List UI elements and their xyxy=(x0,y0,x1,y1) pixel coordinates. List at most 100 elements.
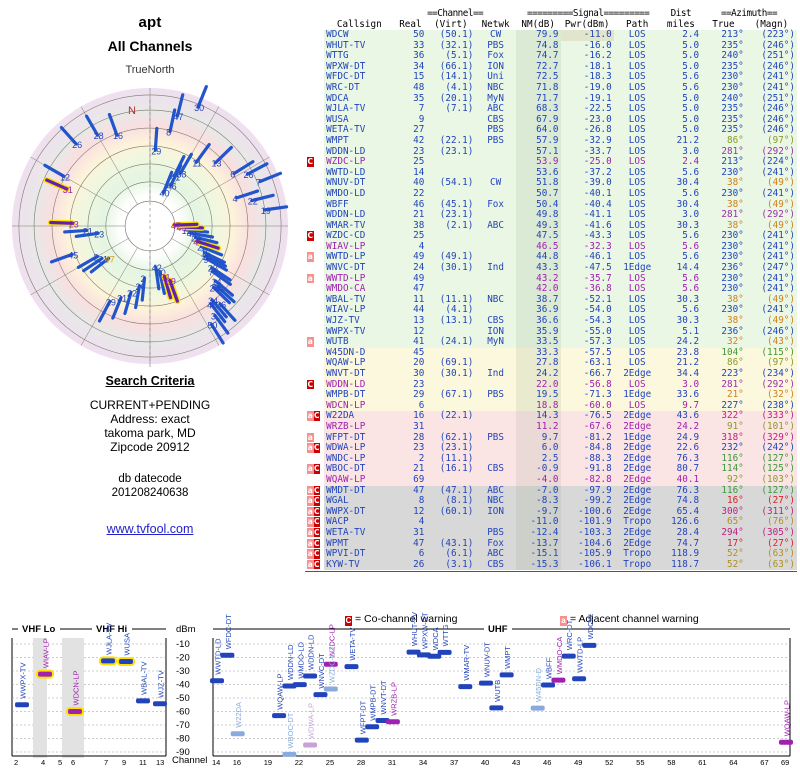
spectrum-bar[interactable] xyxy=(303,742,318,748)
col-nm-db[interactable]: NM(dB) xyxy=(521,19,555,30)
table-row[interactable]: WUSA 9 CBS 67.9 -23.0 LOS 5.0 235° (246°) xyxy=(305,114,797,126)
table-row[interactable]: WDDN-LD 21 (23.1) 49.8 -41.1 LOS 3.0 281° (292°) xyxy=(305,209,797,221)
table-row[interactable]: WNVC-DT 24 (30.1) Ind 43.3 -47.5 1Edge 14.4 236°… xyxy=(305,262,797,274)
true-azimuth-cell: 281° xyxy=(721,209,744,221)
table-row[interactable]: WNUV-DT 40 (54.1) CW 51.8 -39.0 LOS 30.4 38° (49°… xyxy=(305,178,797,189)
spectrum-bar[interactable] xyxy=(551,677,566,683)
spectrum-bar[interactable] xyxy=(68,709,82,714)
col-virt[interactable]: (Virt) xyxy=(434,19,468,30)
spectrum-bar[interactable] xyxy=(292,682,307,688)
table-row[interactable]: WFDC-DT 15 (14.1) Uni 72.5 -18.3 LOS 5.6 230° (24… xyxy=(305,72,797,83)
spectrum-bar[interactable] xyxy=(136,698,150,704)
table-row[interactable]: WWPX-TV 12 ION 35.9 -55.0 LOS 5.1 236° (246°) xyxy=(305,326,797,338)
table-row[interactable]: WJZ-TV 13 (13.1) CBS 36.6 -54.3 LOS 30.3 38° (49°… xyxy=(305,315,797,327)
table-row[interactable]: WNDC-LP 2 (11.1) 2.5 -88.3 2Edge 76.3 116° (127°… xyxy=(305,453,797,465)
table-row[interactable]: WHUT-TV 33 (32.1) PBS 74.8 -16.0 LOS 5.0 235° (24… xyxy=(305,40,797,52)
table-row[interactable]: a WWTD-LP 49 (49.1) 44.8 -46.1 LOS 5.6 230° (241°… xyxy=(305,252,797,264)
spectrum-bar[interactable] xyxy=(344,664,359,670)
col-magn[interactable]: (Magn) xyxy=(754,19,789,30)
spectrum-bar[interactable] xyxy=(101,658,115,664)
table-row[interactable]: WMPT 42 (22.1) PBS 57.9 -32.9 LOS 21.2 86° (97°) xyxy=(305,135,797,147)
spectrum-bar[interactable] xyxy=(406,649,421,655)
table-row[interactable]: WPXW-DT 34 (66.1) ION 72.7 -18.1 LOS 5.0 235° (24… xyxy=(305,60,797,73)
table-row[interactable]: WETA-TV 27 PBS 64.0 -26.8 LOS 5.0 235° (246°) xyxy=(305,125,797,136)
spectrum-bar[interactable] xyxy=(385,719,400,725)
table-row[interactable]: WMDO-CA 47 42.0 -36.8 LOS 5.6 230° (241°) xyxy=(305,284,797,295)
spectrum-bar[interactable] xyxy=(427,653,442,659)
table-row[interactable]: WMDO-LD 22 50.7 -40.1 LOS 5.6 230° (241°) xyxy=(305,188,797,200)
table-row[interactable]: aC W22DA 16 (22.1) 14.3 -76.5 2Edge 43.6 322° (33… xyxy=(305,411,797,422)
table-row[interactable]: a WFPT-DT 28 (62.1) PBS 9.7 -81.2 1Edge 24.9 318°… xyxy=(305,432,797,444)
table-row[interactable]: WMAR-TV 38 (2.1) ABC 49.3 -41.6 LOS 30.3 38° (49°… xyxy=(305,220,797,232)
table-row[interactable]: WMPB-DT 29 (67.1) PBS 19.5 -71.3 1Edge 33.6 21° (… xyxy=(305,390,797,401)
col-path[interactable]: Path xyxy=(625,19,649,30)
table-row[interactable]: aC WPVI-DT 6 (6.1) ABC -15.1 -105.9 Tropo 118.9 5… xyxy=(305,548,797,560)
table-row[interactable]: aC KYW-TV 26 (3.1) CBS -15.3 -106.1 Tropo 118.7 5… xyxy=(305,559,797,571)
col-true[interactable]: True xyxy=(712,19,735,30)
table-row[interactable]: aC WBOC-DT 21 (16.1) CBS -0.9 -91.8 2Edge 80.7 11… xyxy=(305,464,797,475)
spectrum-bar[interactable] xyxy=(220,652,235,658)
spectrum-bar[interactable] xyxy=(541,682,556,688)
table-row[interactable]: WDDN-LD 23 (23.1) 57.1 -33.7 LOS 3.0 281° (292°) xyxy=(305,146,797,158)
table-row[interactable]: WWTD-LD 14 53.6 -37.2 LOS 5.6 230° (241°) xyxy=(305,167,797,179)
table-row[interactable]: WRC-DT 48 (4.1) NBC 71.8 -19.0 LOS 5.6 230° (241°… xyxy=(305,82,797,94)
table-row[interactable]: C WZDC-CD 25 47.5 -43.3 LOS 5.6 230° (241°) xyxy=(305,231,797,242)
spectrum-bar[interactable] xyxy=(313,692,328,698)
table-row[interactable]: WIAV-LP 4 46.5 -32.3 LOS 5.6 230° (241°) xyxy=(305,241,797,253)
table-row[interactable]: aC WGAL 8 (8.1) NBC -8.3 -99.2 2Edge 74.8 16° (27°… xyxy=(305,496,797,507)
spectrum-bar[interactable] xyxy=(478,680,493,686)
spectrum-bar[interactable] xyxy=(582,642,597,648)
spectrum-bar[interactable] xyxy=(365,724,380,730)
table-row[interactable]: WIAV-LP 44 (4.1) 36.9 -54.0 LOS 5.6 230° (241°) xyxy=(305,305,797,317)
table-row[interactable]: aC WETA-TV 31 PBS -12.4 -103.3 2Edge 28.4 294° (3… xyxy=(305,527,797,539)
spectrum-bar[interactable] xyxy=(489,705,504,711)
col-callsign[interactable]: Callsign xyxy=(336,19,382,30)
spectrum-bar[interactable] xyxy=(282,751,297,757)
spectrum-bar[interactable] xyxy=(323,686,338,692)
spectrum-bar[interactable] xyxy=(530,705,545,711)
spectrum-bar[interactable] xyxy=(572,676,587,682)
table-row[interactable]: aC WACP 4 -11.0 -101.9 Tropo 126.6 65° (76°) xyxy=(305,517,797,528)
table-row[interactable]: WDCW 50 (50.1) CW 79.9 -11.0 LOS 2.4 213° (223°) xyxy=(305,29,797,41)
spectrum-bar[interactable] xyxy=(119,659,133,665)
spectrum-bar[interactable] xyxy=(15,702,29,708)
table-row[interactable]: WBAL-TV 11 (11.1) NBC 38.7 -52.1 LOS 30.3 38° (49… xyxy=(305,294,797,306)
col-pwr-dbm[interactable]: Pwr(dBm) xyxy=(564,19,610,30)
spectrum-bar[interactable] xyxy=(354,737,369,743)
table-row[interactable]: WQAW-LP 20 (69.1) 27.8 -63.1 LOS 21.2 86° (97°) xyxy=(305,358,797,369)
table-row[interactable]: WJLA-TV 7 (7.1) ABC 68.3 -22.5 LOS 5.0 235° (246°… xyxy=(305,104,797,115)
spectrum-bar[interactable] xyxy=(779,739,793,745)
table-row[interactable]: aC WPMT 47 (43.1) Fox -13.7 -104.6 2Edge 74.7 17°… xyxy=(305,538,797,550)
table-row[interactable]: W45DN-D 45 33.3 -57.5 LOS 23.8 104° (115°) xyxy=(305,347,797,359)
spectrum-bar[interactable] xyxy=(210,678,224,684)
virtual-channel-cell: (66.1) xyxy=(439,60,474,72)
tvfool-link[interactable]: www.tvfool.com xyxy=(106,522,194,536)
table-row[interactable]: WQAW-LP 69 -4.0 -82.8 2Edge 40.1 92° (103°) xyxy=(305,474,797,486)
table-row[interactable]: WDCN-LP 6 18.8 -60.0 LOS 9.7 227° (238°) xyxy=(305,400,797,412)
table-row[interactable]: C WDDN-LD 23 22.0 -56.8 LOS 3.0 281° (292°) xyxy=(305,379,797,391)
spectrum-bar[interactable] xyxy=(303,673,318,679)
table-row[interactable]: aC WMDT-DT 47 (47.1) ABC -7.0 -97.9 2Edge 76.3 11… xyxy=(305,485,797,497)
spectrum-bar[interactable] xyxy=(437,649,452,655)
table-row[interactable]: WDCA 35 (20.1) MyN 71.7 -19.1 LOS 5.0 240° (251°) xyxy=(305,93,797,105)
spectrum-bar[interactable] xyxy=(230,731,245,737)
col-miles[interactable]: miles xyxy=(666,19,695,30)
col-netwk[interactable]: Netwk xyxy=(481,19,510,30)
spectrum-bar[interactable] xyxy=(38,671,52,677)
table-row[interactable]: WBFF 46 (45.1) Fox 50.4 -40.4 LOS 30.4 38° (49°) xyxy=(305,199,797,211)
table-row[interactable]: C WZDC-LP 25 53.9 -25.0 LOS 2.4 213° (224°) xyxy=(305,157,797,168)
spectrum-bar[interactable] xyxy=(499,672,514,678)
col-real[interactable]: Real xyxy=(399,19,422,30)
table-row[interactable]: a WUTB 41 (24.1) MyN 33.5 -57.3 LOS 24.2 32° (43°) xyxy=(305,337,797,348)
table-row[interactable]: a WWTD-LP 49 43.2 -35.7 LOS 5.6 230° (241°) xyxy=(305,273,797,285)
table-row[interactable]: aC WDWA-LP 23 (23.1) 6.0 -84.8 2Edge 22.6 232° (2… xyxy=(305,443,797,454)
spectrum-bar[interactable] xyxy=(458,684,473,690)
spectrum-bar[interactable] xyxy=(272,713,287,719)
table-row[interactable]: WTTG 36 (5.1) Fox 74.7 -16.2 LOS 5.0 240° (251°) xyxy=(305,51,797,62)
spectrum-bar[interactable] xyxy=(561,653,576,659)
table-row[interactable]: WNVT-DT 30 (30.1) Ind 24.2 -66.7 2Edge 34.4 223°… xyxy=(305,368,797,380)
table-row[interactable]: WRZB-LP 31 11.2 -67.6 2Edge 24.2 91° (101°) xyxy=(305,421,797,433)
spectrum-bar[interactable] xyxy=(323,661,338,667)
table-row[interactable]: aC WWPX-DT 12 (60.1) ION -9.7 -100.6 2Edge 65.4 3… xyxy=(305,506,797,518)
spectrum-bar[interactable] xyxy=(153,701,167,707)
